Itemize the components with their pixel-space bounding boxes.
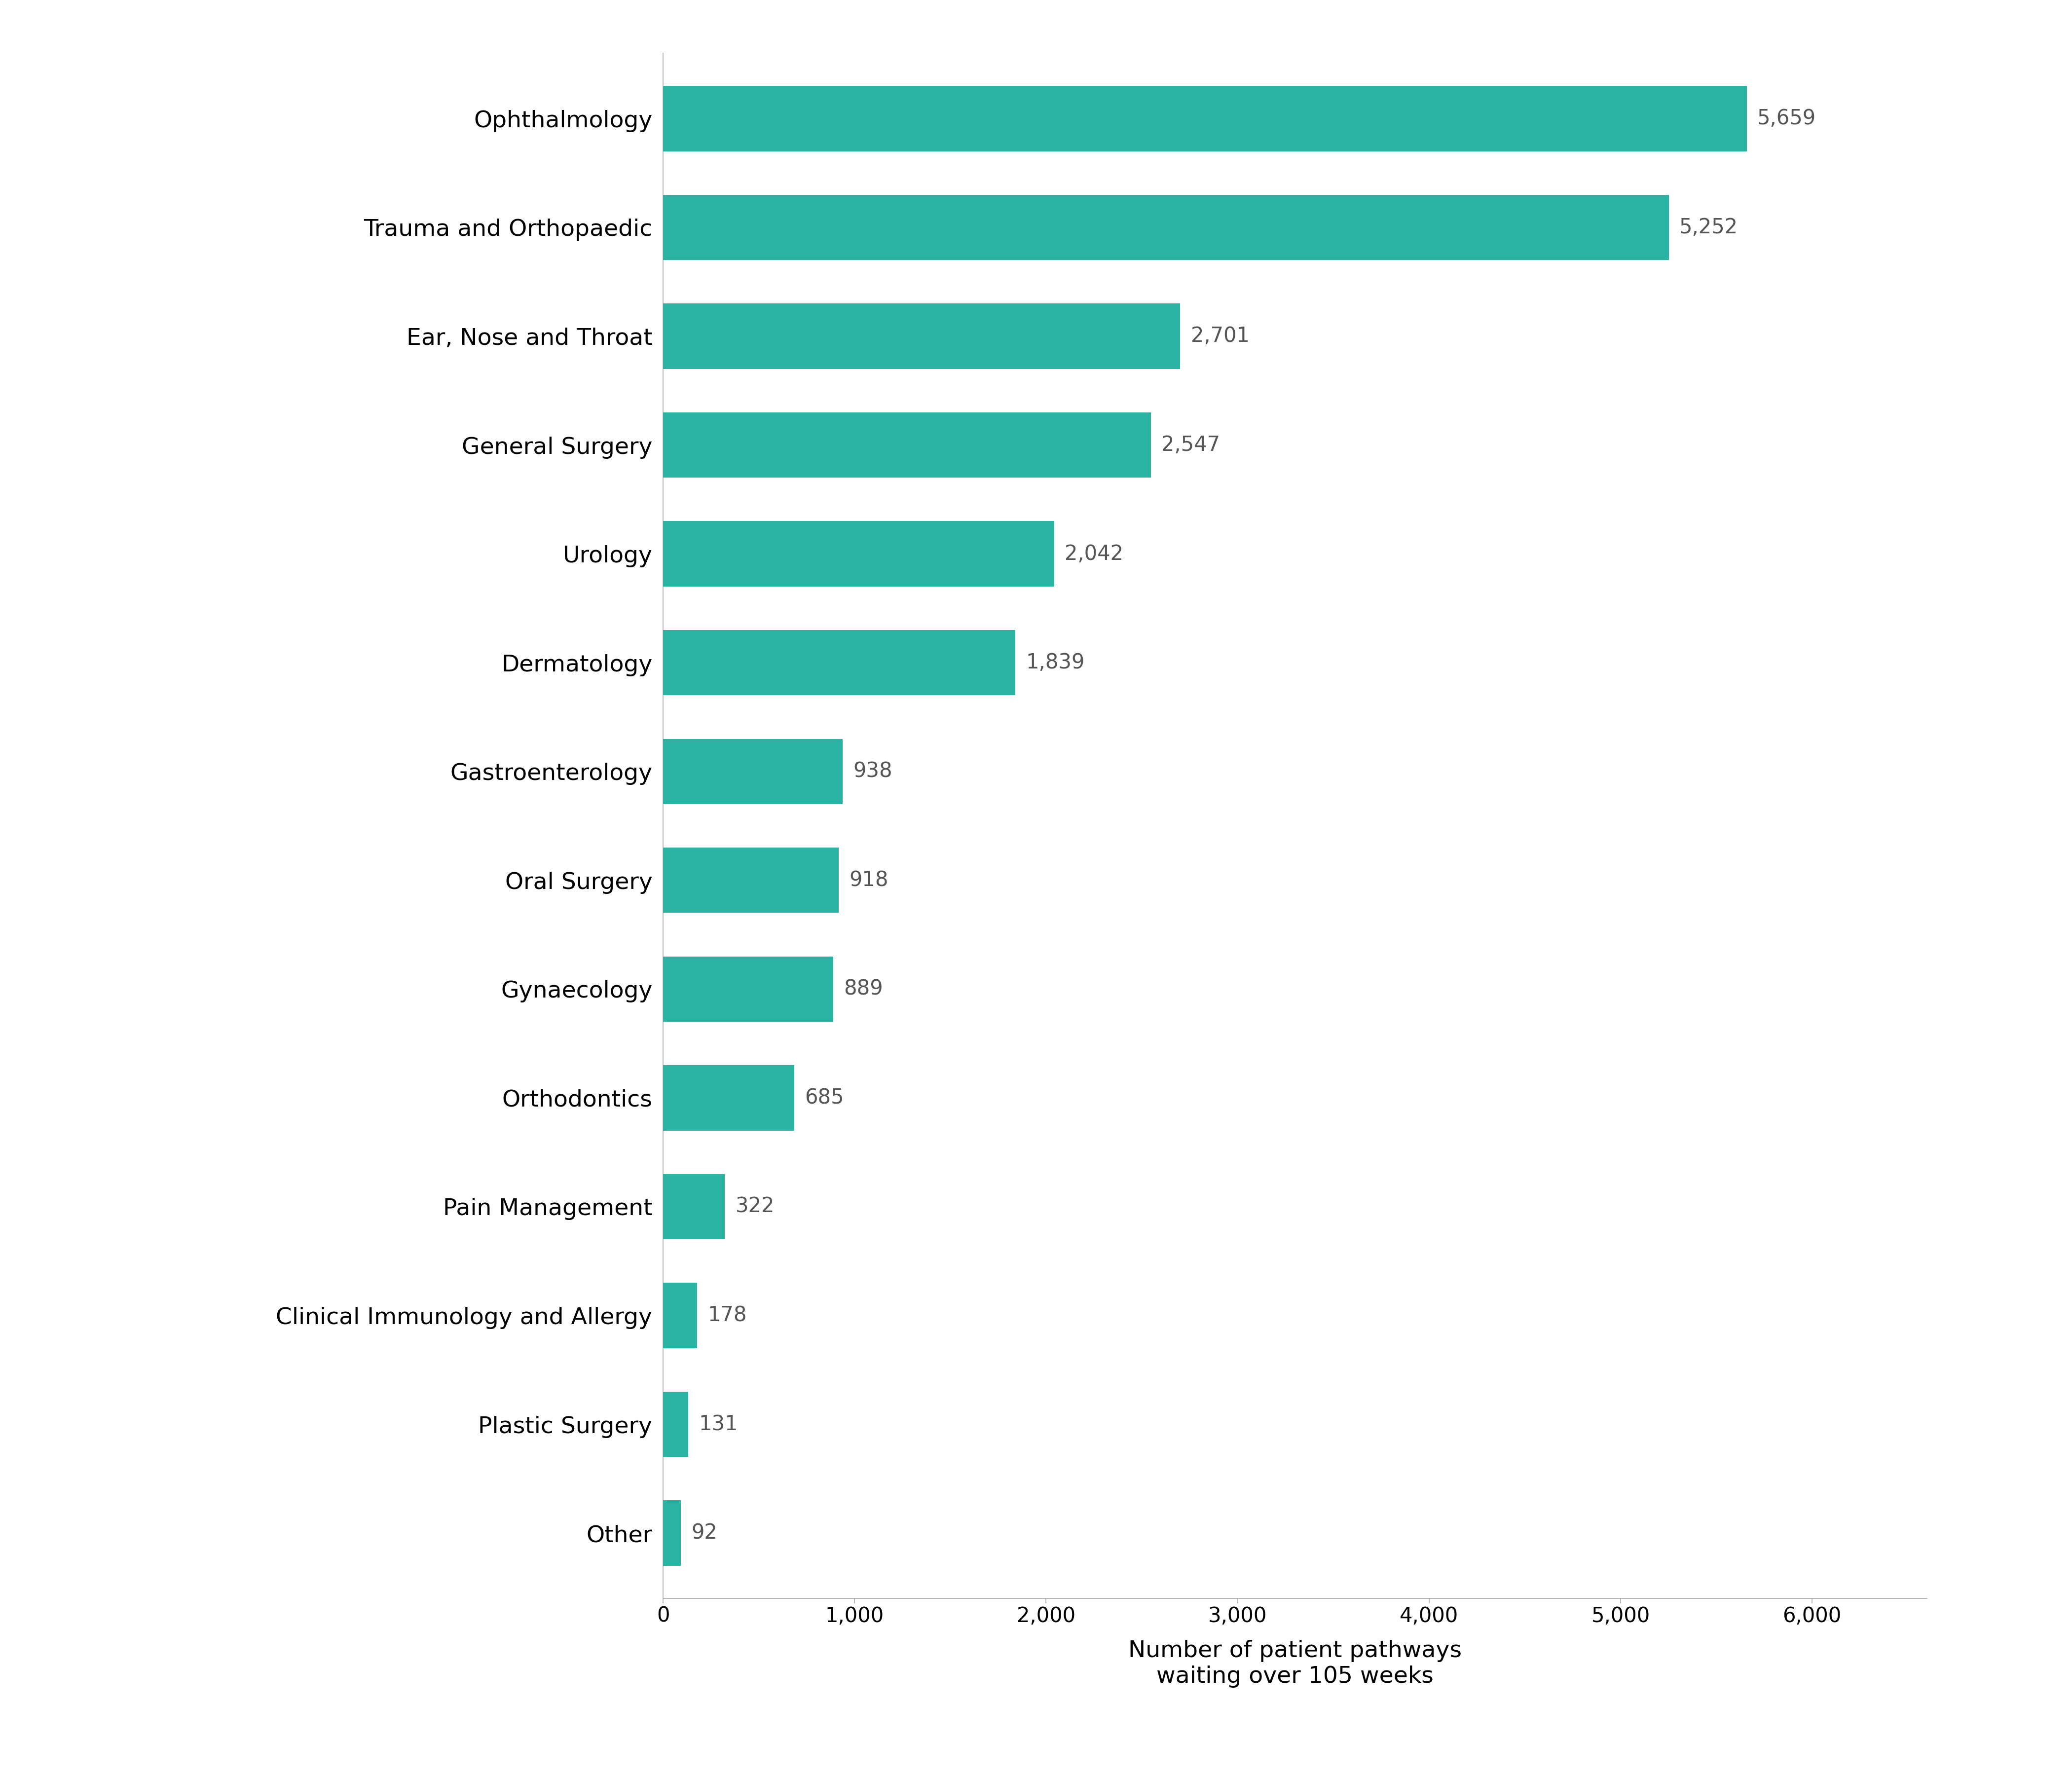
Bar — [663, 847, 839, 913]
Bar — [663, 957, 833, 1021]
Bar — [663, 1392, 688, 1456]
Text: 1,839: 1,839 — [1026, 652, 1084, 673]
Text: 131: 131 — [698, 1414, 738, 1435]
Bar — [663, 195, 1668, 259]
Bar — [663, 520, 1055, 586]
X-axis label: Number of patient pathways
waiting over 105 weeks: Number of patient pathways waiting over … — [1129, 1639, 1461, 1687]
Bar — [663, 739, 843, 805]
Text: 938: 938 — [854, 762, 893, 781]
Text: 889: 889 — [843, 979, 883, 1000]
Bar — [663, 630, 1015, 694]
Text: 2,701: 2,701 — [1191, 325, 1249, 346]
Bar — [663, 1066, 794, 1131]
Text: 5,659: 5,659 — [1757, 108, 1815, 130]
Text: 685: 685 — [804, 1087, 843, 1108]
Text: 178: 178 — [709, 1305, 746, 1327]
Bar — [663, 1282, 696, 1348]
Text: 918: 918 — [850, 870, 889, 890]
Bar — [663, 412, 1150, 478]
Bar — [663, 1174, 725, 1240]
Bar — [663, 85, 1747, 151]
Text: 322: 322 — [736, 1197, 775, 1217]
Bar — [663, 304, 1181, 369]
Text: 5,252: 5,252 — [1678, 217, 1738, 238]
Text: 92: 92 — [692, 1522, 717, 1543]
Text: 2,547: 2,547 — [1160, 435, 1220, 455]
Bar — [663, 1501, 682, 1566]
Text: 2,042: 2,042 — [1065, 543, 1123, 565]
